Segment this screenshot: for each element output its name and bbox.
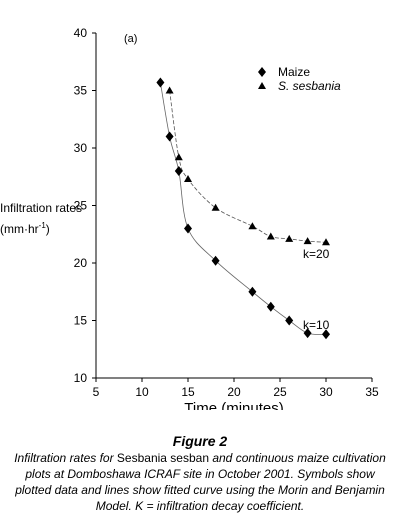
data-point-maize — [156, 77, 165, 88]
data-point-sesbania — [266, 232, 275, 240]
figure-label: Figure 2 — [172, 433, 228, 449]
y-axis-unit-post: ) — [46, 222, 50, 236]
data-point-maize — [285, 315, 294, 326]
y-tick-label: 30 — [74, 141, 88, 155]
data-point-maize — [174, 166, 183, 176]
y-tick-label: 25 — [74, 199, 88, 213]
x-tick-label: 15 — [181, 385, 195, 399]
legend-label-sesbania: S. sesbania — [278, 79, 341, 93]
fitted-curve-sesbania — [169, 90, 327, 243]
y-axis-label: Infiltration rates — [0, 201, 82, 215]
data-point-maize — [266, 301, 275, 312]
legend-marker-maize — [258, 67, 266, 77]
x-axis-label: Time (minutes) — [184, 400, 283, 410]
y-tick-label: 10 — [74, 371, 88, 385]
figure-caption: Figure 2 Infiltration rates for Sesbania… — [0, 433, 400, 514]
data-points — [156, 77, 330, 340]
y-tick-label: 15 — [74, 314, 88, 328]
y-axis-unit: (mm·hr-1) — [0, 221, 50, 236]
data-point-maize — [211, 255, 220, 266]
legend-marker-sesbania — [258, 82, 266, 89]
caption-text-1: Infiltration rates for — [14, 451, 117, 465]
legend: Maize S. sesbania — [258, 65, 341, 93]
y-tick-label: 35 — [74, 84, 88, 98]
data-point-sesbania — [174, 153, 183, 161]
data-point-maize — [322, 329, 330, 340]
y-axis-unit-sup: -1 — [39, 221, 47, 230]
data-point-sesbania — [303, 237, 312, 245]
x-tick-label: 5 — [93, 385, 100, 399]
x-tick-label: 10 — [135, 385, 149, 399]
data-point-maize — [303, 328, 312, 339]
y-tick-label: 40 — [74, 26, 88, 40]
x-tick-label: 35 — [365, 385, 379, 399]
panel-label: (a) — [124, 33, 137, 45]
data-point-sesbania — [285, 234, 294, 242]
data-point-sesbania — [165, 86, 174, 94]
data-point-sesbania — [184, 175, 192, 183]
curve-label-maize: k=10 — [303, 318, 330, 332]
y-axis-label-main: Infiltration rates — [0, 201, 82, 215]
y-tick-label: 20 — [74, 256, 88, 270]
curve-label-sesbania: k=20 — [303, 247, 330, 261]
caption-text-2: and continuous maize cultivation plots a… — [15, 451, 386, 513]
caption-species: Sesbania sesban — [116, 451, 209, 465]
x-tick-label: 30 — [319, 385, 333, 399]
x-ticks: 5 10 15 20 25 30 35 — [93, 378, 379, 399]
y-axis-unit-pre: (mm·hr — [0, 222, 39, 236]
x-tick-label: 25 — [273, 385, 287, 399]
data-point-sesbania — [211, 203, 220, 211]
infiltration-chart: (a) 10 15 20 25 30 35 40 5 10 15 20 25 30 35 Time (m… — [0, 26, 379, 410]
fitted-curve-maize — [160, 82, 327, 335]
caption-text: Infiltration rates for Sesbania sesban a… — [0, 450, 400, 514]
data-point-maize — [165, 131, 174, 142]
data-point-maize — [184, 223, 192, 234]
y-ticks: 10 15 20 25 30 35 40 — [74, 26, 96, 385]
legend-label-maize: Maize — [278, 65, 310, 79]
x-tick-label: 20 — [227, 385, 241, 399]
data-point-sesbania — [248, 222, 257, 230]
fitted-curves — [160, 82, 327, 335]
data-point-maize — [248, 286, 257, 297]
data-point-sesbania — [322, 238, 330, 246]
